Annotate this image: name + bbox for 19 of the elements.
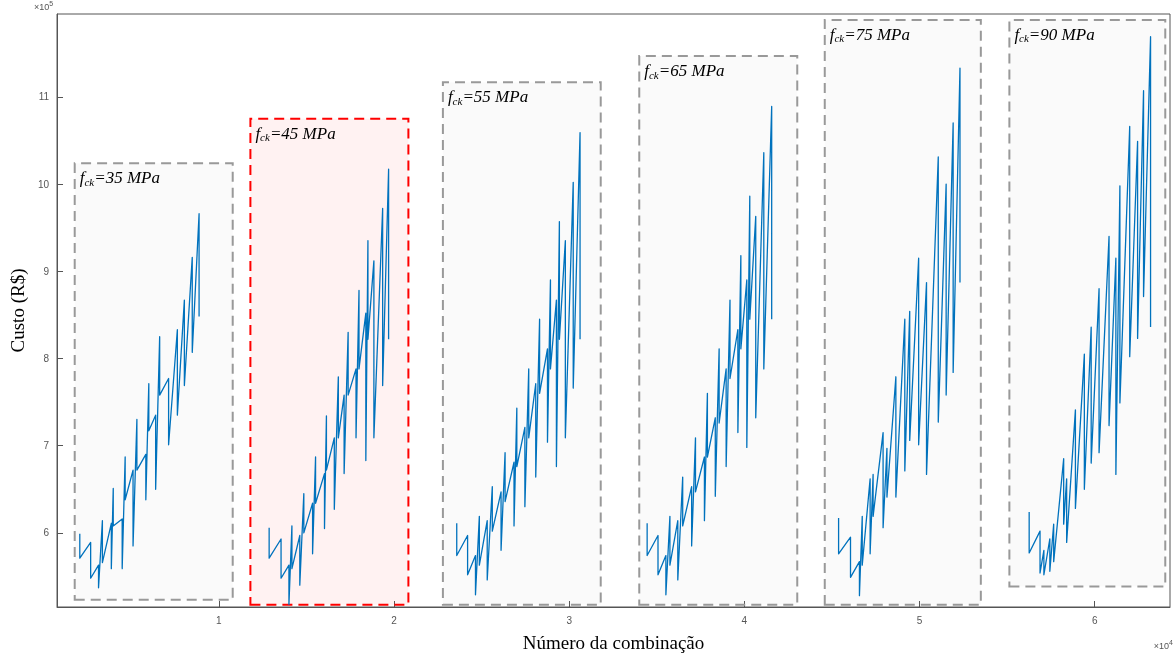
line-series (268, 168, 390, 606)
line-series (79, 213, 200, 589)
y-tick-label: 8 (43, 352, 50, 364)
x-tick-label: 6 (1091, 614, 1098, 626)
x-axis-title: Número da combinação (522, 632, 705, 653)
x-tick-label: 5 (916, 614, 923, 626)
line-series (837, 67, 961, 597)
x-tick-label: 1 (216, 614, 223, 626)
line-series (456, 131, 581, 596)
x-tick-label: 2 (391, 614, 398, 626)
x-tick-label: 4 (741, 614, 748, 626)
y-tick-label: 9 (43, 265, 50, 277)
y-tick-label: 11 (38, 91, 50, 103)
y-tick-label: 6 (43, 527, 50, 539)
y-tick-label: 7 (43, 440, 50, 452)
x-tick-label: 3 (566, 614, 573, 626)
line-series (646, 105, 773, 596)
y-tick-label: 10 (37, 178, 50, 190)
y-axis-title: Custo (R$) (7, 268, 29, 353)
